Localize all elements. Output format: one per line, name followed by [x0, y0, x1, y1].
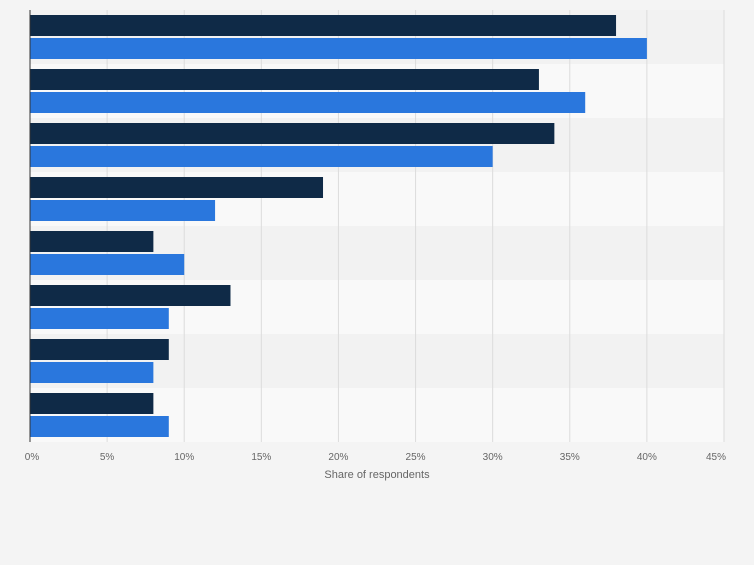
- bar: [30, 92, 586, 113]
- x-tick-label: 30%: [483, 452, 503, 463]
- x-tick-label: 25%: [406, 452, 426, 463]
- bar: [30, 416, 169, 437]
- x-axis-label: Share of respondents: [324, 469, 430, 481]
- x-tick-label: 15%: [251, 452, 271, 463]
- bar: [30, 146, 493, 167]
- bar: [30, 231, 154, 252]
- x-tick-label: 40%: [637, 452, 657, 463]
- bar: [30, 393, 154, 414]
- x-tick-label: 5%: [100, 452, 115, 463]
- bar: [30, 339, 169, 360]
- bar: [30, 69, 539, 90]
- x-tick-label: 10%: [174, 452, 194, 463]
- bar: [30, 254, 185, 275]
- bar: [30, 177, 324, 198]
- x-tick-label: 20%: [328, 452, 348, 463]
- bar: [30, 285, 231, 306]
- x-tick-label: 35%: [560, 452, 580, 463]
- x-tick-labels: 0% 5% 10% 15% 20% 25% 30% 35% 40% 45%: [25, 452, 726, 463]
- bar: [30, 123, 555, 144]
- x-tick-label: 45%: [706, 452, 726, 463]
- bar: [30, 200, 216, 221]
- bar: [30, 15, 617, 36]
- bar: [30, 362, 154, 383]
- bar: [30, 38, 647, 59]
- bars: [30, 15, 647, 437]
- bar: [30, 308, 169, 329]
- x-tick-label: 0%: [25, 452, 40, 463]
